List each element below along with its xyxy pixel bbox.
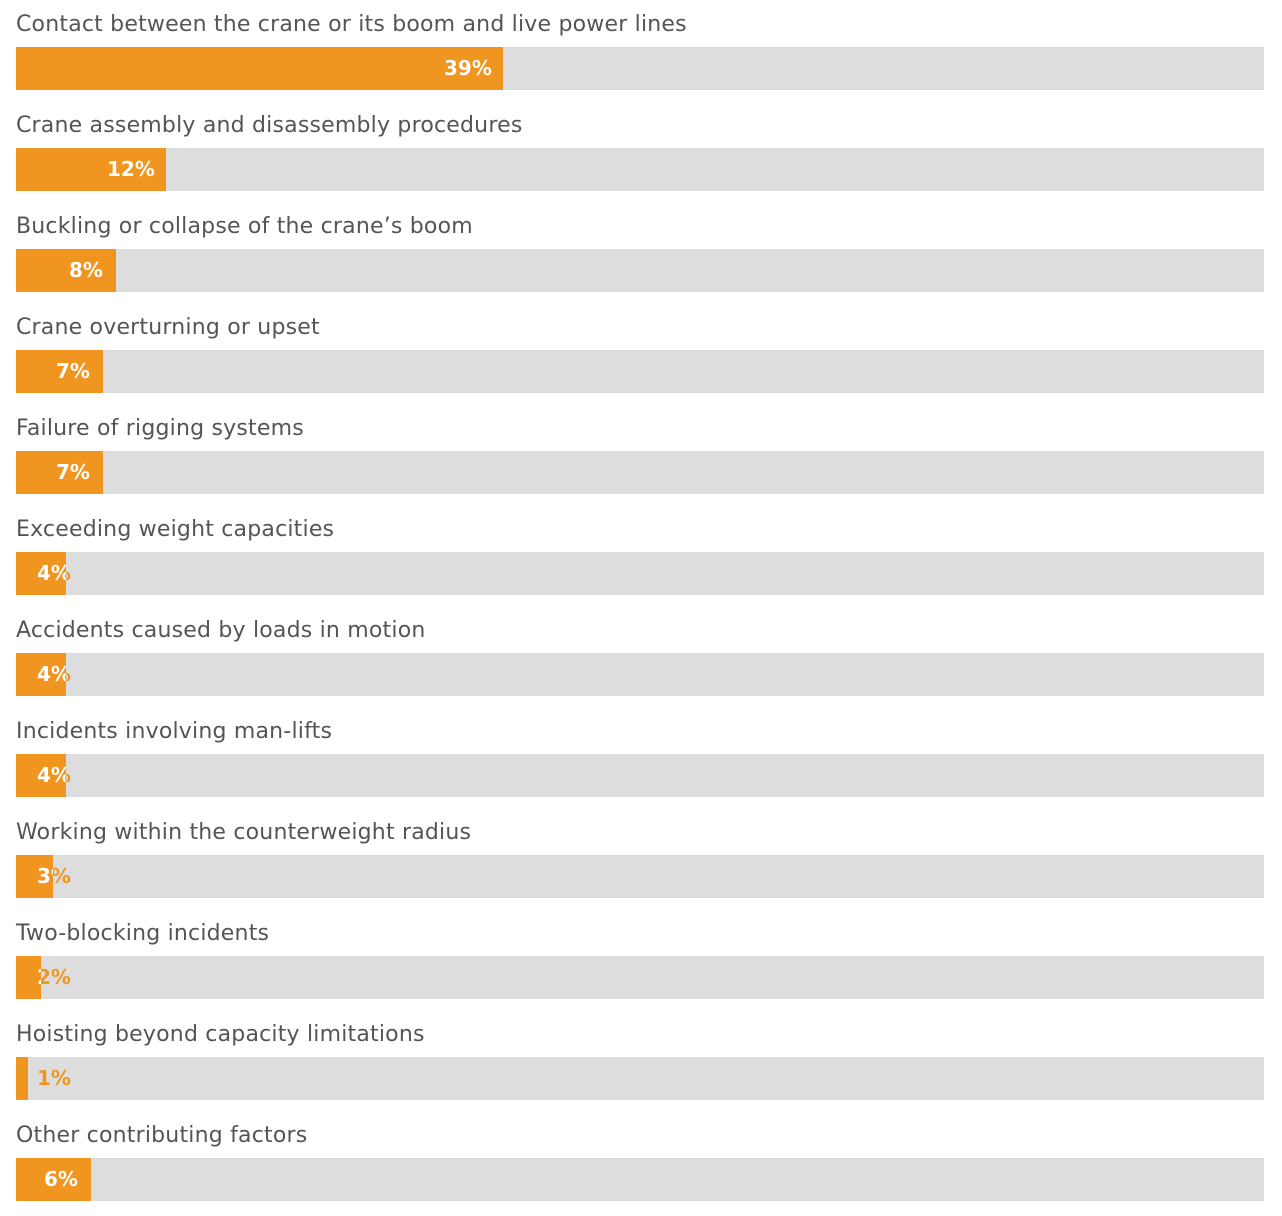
bar [16,855,53,898]
category-label: Working within the counterweight radius [16,820,472,845]
value-label: 3% [37,855,71,898]
value-label: 4% [37,754,71,797]
value-label: 7% [56,451,90,494]
bar-track: 7% [16,451,1264,494]
bar-track: 4% [16,552,1264,595]
category-label: Buckling or collapse of the crane’s boom [16,214,473,239]
bar-track: 7% [16,350,1264,393]
value-label: 7% [56,350,90,393]
bar-track: 2% [16,956,1264,999]
bar [16,249,116,292]
category-label: Failure of rigging systems [16,416,304,441]
bar [16,47,503,90]
bar-track: 12% [16,148,1264,191]
bar-row: Accidents caused by loads in motion 4% [16,606,1264,707]
value-label: 12% [107,148,155,191]
bar-track: 8% [16,249,1264,292]
category-label: Contact between the crane or its boom an… [16,12,687,37]
category-label: Crane overturning or upset [16,315,320,340]
bar-track: 1% [16,1057,1264,1100]
bar-row: Two-blocking incidents 2% [16,909,1264,1010]
category-label: Crane assembly and disassembly procedure… [16,113,523,138]
category-label: Other contributing factors [16,1123,308,1148]
value-label: 2% [37,956,71,999]
bar-track: 4% [16,754,1264,797]
value-label: 4% [37,552,71,595]
bar [16,451,103,494]
bar-row: Failure of rigging systems 7% [16,404,1264,505]
bar [16,653,66,696]
category-label: Accidents caused by loads in motion [16,618,426,643]
bar [16,1158,91,1201]
value-label: 4% [37,653,71,696]
bar [16,148,166,191]
bar [16,956,41,999]
bar-row: Hoisting beyond capacity limitations 1% [16,1010,1264,1111]
bar-track: 39% [16,47,1264,90]
value-label: 8% [69,249,103,292]
value-label: 1% [37,1057,71,1100]
category-label: Hoisting beyond capacity limitations [16,1022,425,1047]
bar [16,350,103,393]
category-label: Incidents involving man-lifts [16,719,333,744]
bar-row: Other contributing factors 6% [16,1111,1264,1212]
horizontal-bar-chart: Contact between the crane or its boom an… [16,0,1264,1212]
category-label: Exceeding weight capacities [16,517,335,542]
bar-track: 4% [16,653,1264,696]
category-label: Two-blocking incidents [16,921,270,946]
value-label: 6% [44,1158,78,1201]
bar [16,1057,28,1100]
bar-row: Incidents involving man-lifts 4% [16,707,1264,808]
bar-track: 3% [16,855,1264,898]
bar-row: Crane assembly and disassembly procedure… [16,101,1264,202]
bar-row: Working within the counterweight radius 3… [16,808,1264,909]
bar-row: Buckling or collapse of the crane’s boom… [16,202,1264,303]
bar-track: 6% [16,1158,1264,1201]
bar-row: Contact between the crane or its boom an… [16,0,1264,101]
bar-row: Crane overturning or upset 7% [16,303,1264,404]
bar-row: Exceeding weight capacities 4% [16,505,1264,606]
bar [16,552,66,595]
bar [16,754,66,797]
value-label: 39% [444,47,492,90]
